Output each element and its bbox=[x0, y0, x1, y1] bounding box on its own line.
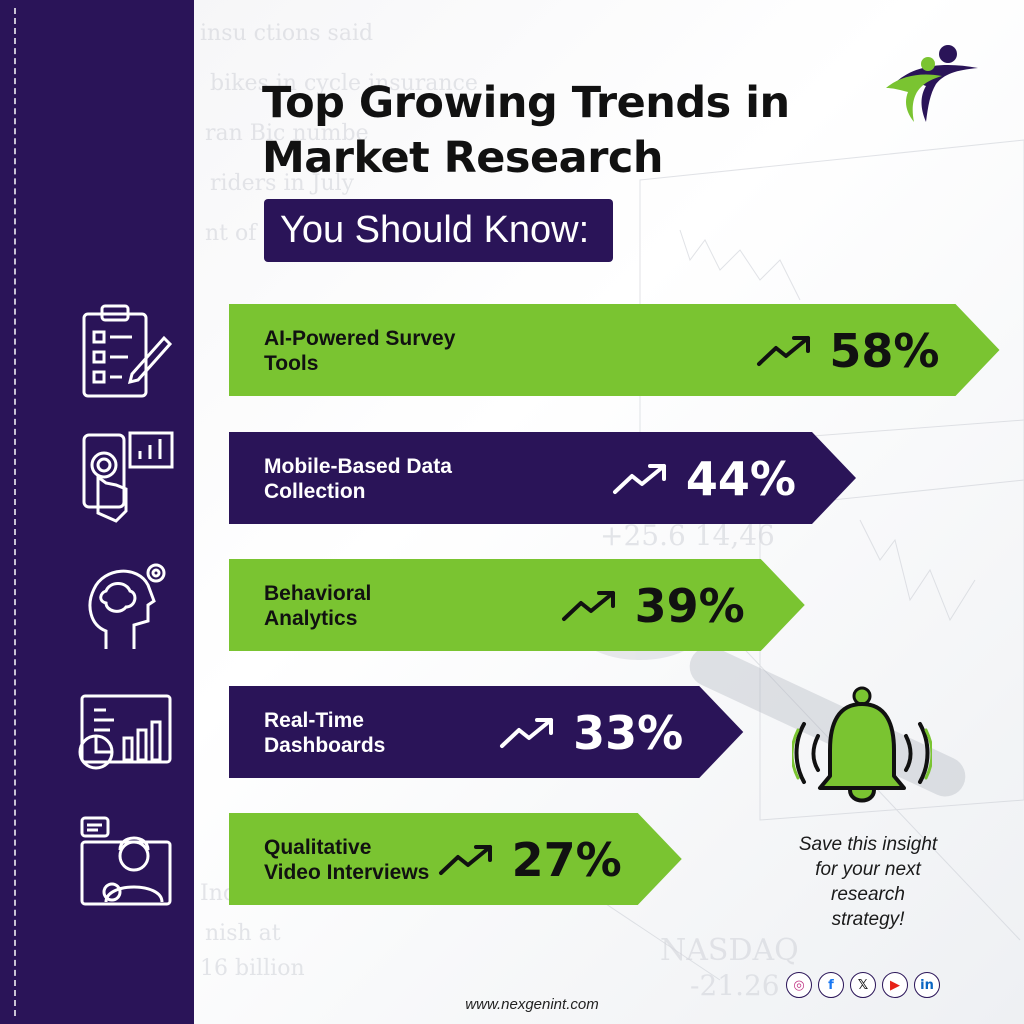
sidebar bbox=[0, 0, 194, 1024]
title-line-2: Market Research bbox=[262, 133, 663, 183]
callout-line: strategy! bbox=[831, 909, 905, 930]
trend-bar bbox=[229, 304, 1000, 396]
trend-up-icon bbox=[500, 718, 554, 748]
website-link[interactable]: www.nexgenint.com bbox=[465, 996, 599, 1013]
trend-up-icon bbox=[613, 464, 666, 494]
bar-value-label: 33% bbox=[573, 706, 684, 760]
page-title: Top Growing Trends in Market Research bbox=[262, 76, 790, 186]
trend-bar bbox=[229, 559, 805, 651]
youtube-icon[interactable]: ▶ bbox=[882, 972, 908, 998]
video-interview-person-icon bbox=[80, 816, 172, 906]
callout-line: for your next bbox=[815, 859, 921, 880]
callout-line: research bbox=[831, 884, 905, 905]
trend-up-icon bbox=[756, 336, 810, 366]
bar-category-label-line: Qualitative bbox=[264, 836, 372, 859]
instagram-icon[interactable]: ◎ bbox=[786, 972, 812, 998]
bar-category-label-line: Mobile-Based Data bbox=[264, 455, 452, 478]
bar-category-label: Qualitative Video Interviews bbox=[264, 835, 429, 885]
mobile-touch-chart-icon bbox=[82, 431, 174, 523]
trend-up-icon bbox=[561, 591, 615, 621]
bar-category-label-line: Video Interviews bbox=[264, 861, 430, 884]
bar-category-label-line: Analytics bbox=[264, 607, 358, 630]
bar-category-label: Real-Time Dashboards bbox=[264, 708, 385, 758]
trend-bar bbox=[229, 686, 744, 778]
facebook-icon[interactable]: f bbox=[818, 972, 844, 998]
subtitle: You Should Know: bbox=[280, 209, 590, 251]
bar-category-label-line: AI-Powered Survey bbox=[264, 327, 456, 350]
x-icon[interactable]: 𝕏 bbox=[850, 972, 876, 998]
bar-category-label: Behavioral Analytics bbox=[264, 581, 371, 631]
subtitle-box: You Should Know: bbox=[264, 199, 613, 262]
bar-category-label-line: Real-Time bbox=[264, 709, 364, 732]
callout-line: Save this insight bbox=[798, 834, 938, 855]
trend-up-icon bbox=[438, 845, 492, 875]
bar-category-label-line: Collection bbox=[264, 480, 366, 503]
callout-text: Save this insight for your next research… bbox=[770, 832, 966, 932]
bar-value-label: 27% bbox=[511, 833, 622, 887]
title-line-1: Top Growing Trends in bbox=[262, 78, 790, 128]
bar-category-label: Mobile-Based Data Collection bbox=[264, 454, 452, 504]
bar-category-label-line: Dashboards bbox=[264, 734, 386, 757]
clipboard-checklist-icon bbox=[82, 304, 173, 398]
bar-value-label: 44% bbox=[685, 452, 796, 506]
trend-bar bbox=[229, 432, 856, 524]
bar-category-label-line: Behavioral bbox=[264, 582, 372, 605]
logo bbox=[886, 45, 978, 122]
linkedin-icon[interactable]: in bbox=[914, 972, 940, 998]
head-brain-gear-icon bbox=[88, 563, 166, 649]
dashboard-charts-icon bbox=[78, 694, 172, 770]
sidebar-dashed-border bbox=[14, 8, 16, 1016]
bar-category-label-line: Tools bbox=[264, 352, 319, 375]
bell-icon bbox=[792, 686, 932, 803]
bar-value-label: 39% bbox=[634, 579, 745, 633]
bar-value-label: 58% bbox=[829, 324, 940, 378]
bar-category-label: AI-Powered Survey Tools bbox=[264, 326, 455, 376]
